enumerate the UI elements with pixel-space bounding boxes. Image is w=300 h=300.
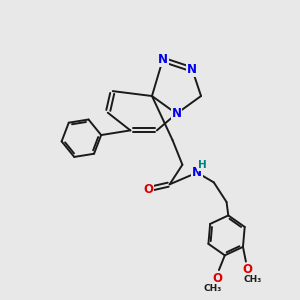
Text: N: N: [158, 53, 168, 66]
Text: N: N: [192, 166, 202, 179]
Text: CH₃: CH₃: [203, 284, 222, 293]
Text: H: H: [198, 160, 207, 170]
Text: N: N: [187, 63, 197, 76]
Text: O: O: [242, 263, 252, 276]
Text: CH₃: CH₃: [243, 275, 262, 284]
Text: N: N: [172, 107, 182, 120]
Text: O: O: [143, 183, 153, 196]
Text: O: O: [212, 272, 222, 285]
